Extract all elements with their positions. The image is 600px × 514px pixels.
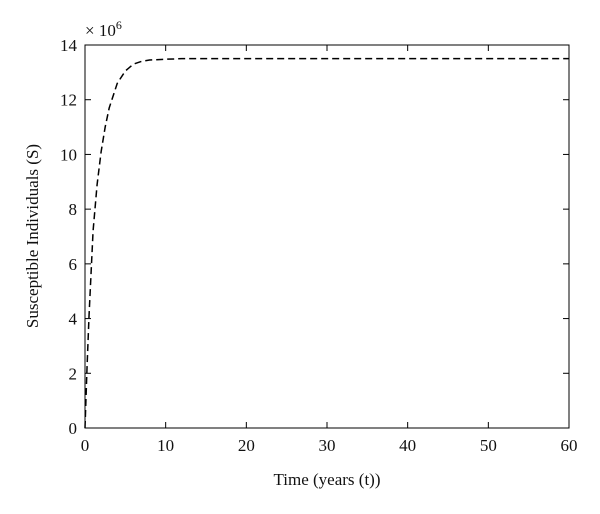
x-tick-label: 20 <box>238 436 255 455</box>
y-tick-label: 8 <box>69 200 78 219</box>
x-tick-label: 30 <box>319 436 336 455</box>
y-axis-label: Susceptible Individuals (S) <box>23 144 42 328</box>
plot-frame <box>84 44 570 429</box>
y-tick-label: 0 <box>69 419 78 438</box>
y-multiplier-exponent: 6 <box>116 18 122 32</box>
x-tick-label: 40 <box>399 436 416 455</box>
y-tick-label: 4 <box>69 310 78 329</box>
data-line <box>84 57 569 429</box>
x-tick-label: 60 <box>561 436 578 455</box>
y-tick-label: 14 <box>60 36 78 55</box>
y-tick-label: 2 <box>69 364 78 383</box>
y-tick-label: 10 <box>60 145 77 164</box>
y-multiplier: × 106 <box>85 18 122 40</box>
x-tick-label: 50 <box>480 436 497 455</box>
x-tick-label: 10 <box>157 436 174 455</box>
y-tick-label: 6 <box>69 255 78 274</box>
x-tick-label: 0 <box>81 436 90 455</box>
y-tick-label: 12 <box>60 91 77 110</box>
y-multiplier-base: × 10 <box>85 21 116 40</box>
x-axis-label: Time (years (t)) <box>273 470 380 489</box>
